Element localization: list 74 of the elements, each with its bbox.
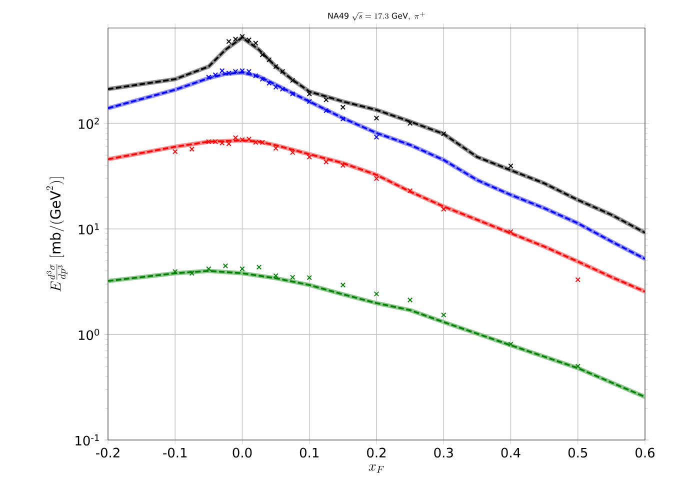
point	[407, 297, 413, 303]
point	[441, 206, 446, 212]
point	[212, 72, 218, 78]
point	[240, 34, 245, 40]
y-tick-label: 10$^{0}$	[78, 328, 100, 340]
point	[253, 73, 258, 78]
point	[290, 150, 296, 156]
y-tick-label: 10$^{2}$	[78, 118, 99, 129]
point	[508, 229, 514, 234]
x-tick-label: 0.2	[367, 448, 386, 458]
point	[290, 274, 296, 280]
point	[273, 273, 278, 278]
point	[407, 188, 413, 194]
point	[189, 270, 195, 276]
point	[222, 263, 228, 269]
point	[266, 57, 272, 62]
point	[374, 134, 380, 140]
point	[575, 277, 580, 282]
point	[273, 64, 278, 70]
point	[306, 275, 312, 280]
point	[340, 162, 346, 168]
point	[273, 84, 278, 90]
point	[240, 266, 245, 272]
point	[407, 120, 413, 126]
point	[226, 38, 232, 44]
point	[232, 36, 238, 42]
point	[340, 282, 346, 288]
x-tick-label: -0.2	[96, 448, 120, 458]
point	[508, 341, 514, 347]
y-tick-label: 10$^{1}$	[78, 223, 99, 234]
point	[220, 68, 225, 74]
point	[441, 131, 446, 136]
point	[324, 97, 329, 102]
point	[280, 68, 286, 74]
x-tick-label: 0.4	[501, 448, 520, 458]
point	[246, 37, 252, 42]
x-tick-label: 0.3	[434, 448, 453, 458]
point	[253, 40, 258, 46]
point	[340, 104, 346, 110]
point	[206, 74, 212, 80]
point	[189, 146, 195, 152]
x-tick-label: 0.5	[568, 448, 588, 458]
point	[374, 291, 380, 297]
x-axis-title: $x_F$	[368, 464, 384, 473]
point	[260, 76, 266, 82]
x-tick-label: 0.6	[636, 448, 654, 458]
point	[266, 80, 272, 86]
x-tick-label: 0.0	[232, 448, 252, 458]
point	[256, 264, 262, 270]
point	[340, 116, 346, 122]
y-tick-label: 10$^{-1}$	[76, 434, 99, 446]
point	[290, 91, 296, 97]
chart-title: $\mathrm{NA49}\ \sqrt{s} = 17.3\ \mathrm{GeV},\ \pi^+$	[328, 12, 425, 20]
point	[324, 108, 329, 114]
point	[306, 98, 312, 104]
x-tick-label: -0.1	[163, 448, 187, 458]
point	[306, 154, 312, 160]
point	[306, 91, 312, 97]
point	[508, 163, 514, 169]
point	[374, 176, 380, 182]
point	[374, 116, 380, 121]
point	[441, 312, 446, 318]
point	[324, 159, 329, 165]
point	[206, 266, 212, 272]
point	[290, 78, 296, 84]
x-tick-label: 0.1	[300, 448, 318, 458]
point	[232, 135, 238, 140]
point	[172, 148, 178, 154]
y-axis-title: $E\frac{d^3\sigma}{dp^3}\ [\mathrm{mb}/(\mathrm{GeV}^2)]$	[46, 178, 68, 292]
point	[273, 146, 278, 151]
point	[280, 86, 286, 92]
point	[172, 268, 178, 274]
point	[260, 52, 266, 58]
point	[575, 364, 580, 369]
